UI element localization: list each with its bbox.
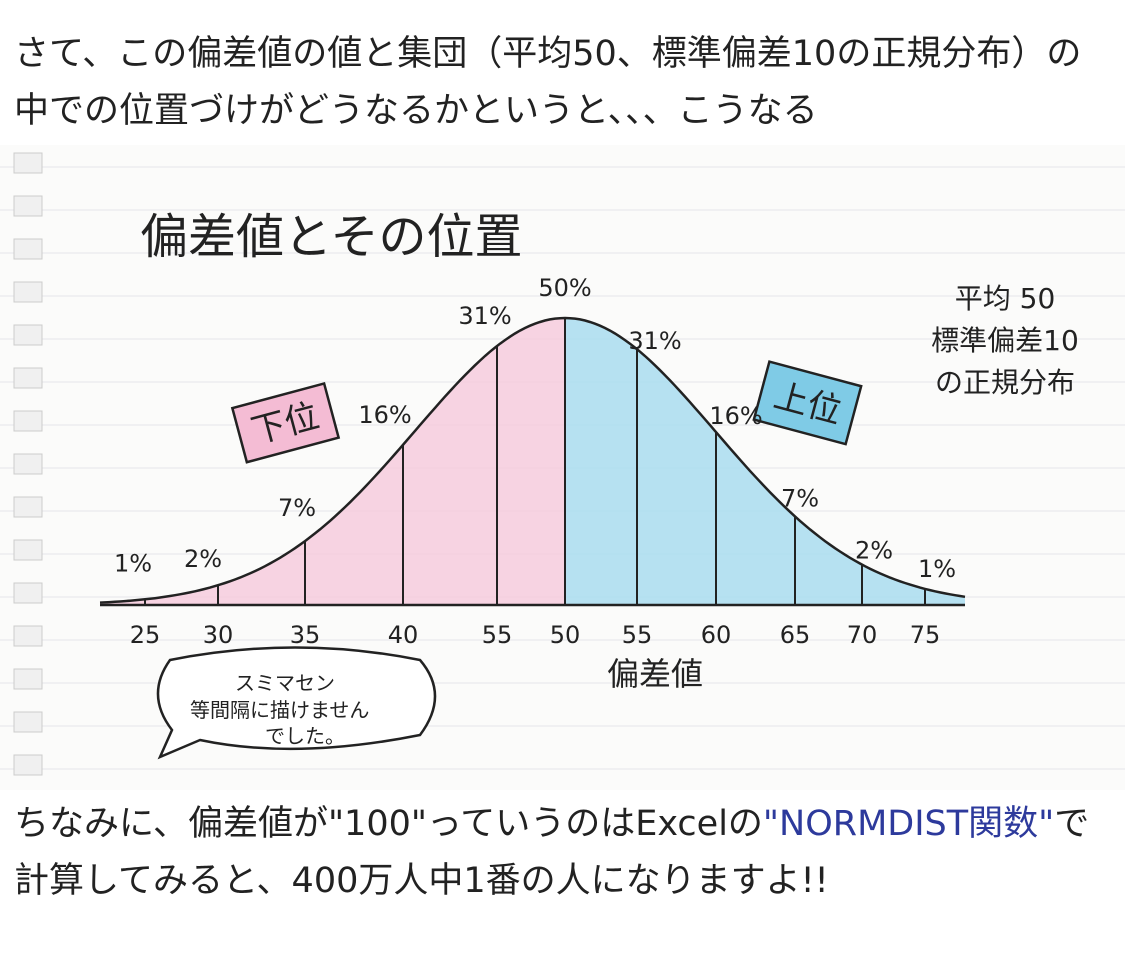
curve	[99, 316, 966, 604]
margin-square	[13, 625, 43, 647]
upper-tag-box: 上位	[752, 360, 863, 446]
x-axis-label: 偏差値	[607, 655, 703, 693]
margin-square	[13, 195, 43, 217]
notebook-lines	[0, 152, 1125, 776]
x-label: 75	[910, 621, 941, 649]
paragraph: ちなみに、偏差値が"100"っていうのはExcelの"NORMDIST関数"で計…	[14, 796, 1114, 910]
x-label: 65	[780, 621, 811, 649]
percent-label: 16%	[358, 401, 411, 429]
x-label: 50	[550, 621, 581, 649]
figure: 偏差値とその位置 下位 上位 平均 50 標準偏差10 の正規分布 偏差値 スミ…	[0, 145, 1125, 790]
x-label: 30	[203, 621, 234, 649]
percent-label: 31%	[628, 327, 681, 355]
x-label: 55	[482, 621, 513, 649]
percent-label: 1%	[114, 549, 152, 577]
margin-square	[13, 668, 43, 690]
margin-square	[13, 582, 43, 604]
percent-label: 1%	[918, 555, 956, 583]
x-label: 25	[130, 621, 161, 649]
margin-square	[13, 711, 43, 733]
margin-square	[13, 754, 43, 776]
percent-label: 7%	[781, 484, 819, 512]
percent-label: 16%	[709, 402, 762, 430]
percent-label: 31%	[458, 302, 511, 330]
percent-label: 50%	[538, 274, 591, 302]
percent-label: 2%	[855, 537, 893, 565]
lower-tag-box: 下位	[230, 381, 341, 464]
figure-title: 偏差値とその位置	[140, 209, 523, 265]
x-label: 35	[290, 621, 321, 649]
note-line: 平均 50	[955, 282, 1056, 315]
tag-box	[230, 381, 341, 464]
margin-square	[13, 453, 43, 475]
text: で計算してみると、400万人中1番の人になりますよ!!	[14, 804, 1090, 901]
note-line: 標準偏差10	[931, 324, 1079, 357]
percent-label: 2%	[184, 545, 222, 573]
margin-square	[13, 410, 43, 432]
margin-square	[13, 238, 43, 260]
x-label: 60	[701, 621, 732, 649]
margin-square	[13, 496, 43, 518]
lower-area	[100, 318, 565, 605]
percent-label: 7%	[278, 494, 316, 522]
tag-box	[752, 360, 863, 446]
margin-square	[13, 152, 43, 174]
link[interactable]: "NORMDIST関数"	[762, 804, 1055, 844]
margin-square	[13, 281, 43, 303]
x-label: 55	[622, 621, 653, 649]
text: ちなみに、偏差値が"100"っていうのはExcelの	[14, 804, 763, 844]
x-label: 70	[847, 621, 878, 649]
upper-area	[565, 318, 965, 605]
margin-square	[13, 324, 43, 346]
bubble-line: スミマセン	[235, 671, 335, 695]
margin-square	[13, 539, 43, 561]
dividers	[144, 318, 926, 605]
paragraph: さて、この偏差値の値と集団（平均50、標準偏差10の正規分布）の中での位置づけが…	[14, 34, 1082, 131]
bubble-line: 等間隔に描けません	[190, 698, 369, 722]
note-line: の正規分布	[935, 366, 1075, 399]
speech-bubble	[156, 646, 437, 760]
bubble-line: でした。	[265, 724, 345, 748]
margin-square	[13, 367, 43, 389]
x-label: 40	[388, 621, 419, 649]
